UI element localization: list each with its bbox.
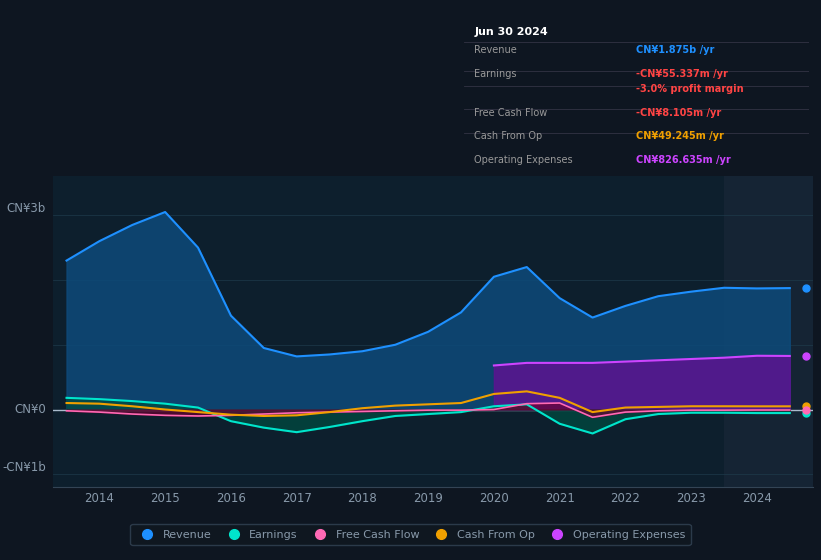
Text: -3.0% profit margin: -3.0% profit margin: [636, 84, 744, 94]
Text: Operating Expenses: Operating Expenses: [475, 155, 573, 165]
Text: CN¥1.875b /yr: CN¥1.875b /yr: [636, 45, 714, 55]
Text: Cash From Op: Cash From Op: [475, 131, 543, 141]
Text: Revenue: Revenue: [475, 45, 517, 55]
Text: -CN¥55.337m /yr: -CN¥55.337m /yr: [636, 69, 728, 79]
Text: CN¥826.635m /yr: CN¥826.635m /yr: [636, 155, 731, 165]
Text: Jun 30 2024: Jun 30 2024: [475, 27, 548, 37]
Text: -CN¥1b: -CN¥1b: [2, 461, 46, 474]
Text: CN¥3b: CN¥3b: [7, 202, 46, 215]
Legend: Revenue, Earnings, Free Cash Flow, Cash From Op, Operating Expenses: Revenue, Earnings, Free Cash Flow, Cash …: [131, 524, 690, 545]
Bar: [724, 176, 813, 487]
Text: Free Cash Flow: Free Cash Flow: [475, 108, 548, 118]
Text: Earnings: Earnings: [475, 69, 516, 79]
Text: -CN¥8.105m /yr: -CN¥8.105m /yr: [636, 108, 722, 118]
Text: CN¥49.245m /yr: CN¥49.245m /yr: [636, 131, 724, 141]
Text: CN¥0: CN¥0: [14, 403, 46, 416]
